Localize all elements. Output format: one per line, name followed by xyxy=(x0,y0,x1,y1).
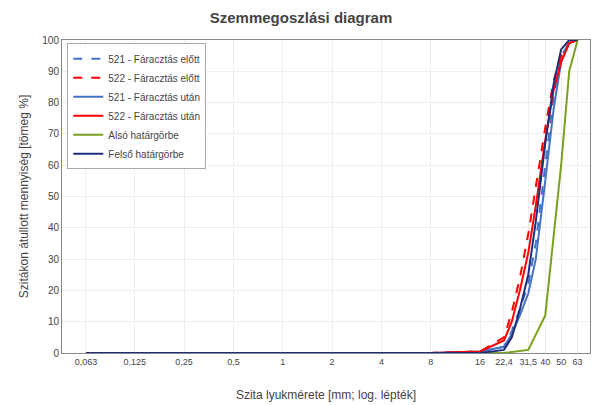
svg-text:Szitákon átullott mennyiség [t: Szitákon átullott mennyiség [tömeg %] xyxy=(17,95,31,298)
svg-text:50: 50 xyxy=(48,191,60,202)
svg-text:0,25: 0,25 xyxy=(175,357,193,367)
svg-text:31,5: 31,5 xyxy=(519,357,537,367)
svg-text:2: 2 xyxy=(330,357,335,367)
svg-text:1: 1 xyxy=(280,357,285,367)
svg-text:522 - Fárасztás előtt: 522 - Fárасztás előtt xyxy=(108,73,199,84)
svg-text:22,4: 22,4 xyxy=(495,357,513,367)
svg-text:521 - Fárасztás után: 521 - Fárасztás után xyxy=(108,92,200,103)
svg-text:70: 70 xyxy=(48,128,60,139)
svg-text:4: 4 xyxy=(379,357,384,367)
svg-text:40: 40 xyxy=(48,222,60,233)
svg-text:16: 16 xyxy=(475,357,485,367)
svg-text:63: 63 xyxy=(573,357,583,367)
svg-text:Felső határgörbe: Felső határgörbe xyxy=(108,149,184,160)
svg-text:Szita lyukmérete [mm; log. lép: Szita lyukmérete [mm; log. lépték] xyxy=(236,388,416,402)
svg-text:0,125: 0,125 xyxy=(123,357,146,367)
svg-text:50: 50 xyxy=(556,357,566,367)
svg-text:521 - Fárасztás előtt: 521 - Fárасztás előtt xyxy=(108,54,199,65)
svg-text:60: 60 xyxy=(48,160,60,171)
svg-text:0,5: 0,5 xyxy=(227,357,240,367)
svg-text:100: 100 xyxy=(42,35,59,46)
svg-text:Alsó határgörbe: Alsó határgörbe xyxy=(108,130,179,141)
svg-text:20: 20 xyxy=(48,285,60,296)
svg-text:30: 30 xyxy=(48,254,60,265)
svg-text:522 - Fárасztás után: 522 - Fárасztás után xyxy=(108,111,200,122)
svg-text:90: 90 xyxy=(48,66,60,77)
svg-text:Szemmegoszlási diagram: Szemmegoszlási diagram xyxy=(210,9,393,26)
svg-text:0: 0 xyxy=(53,348,59,359)
svg-text:40: 40 xyxy=(540,357,550,367)
svg-text:0,063: 0,063 xyxy=(75,357,98,367)
svg-text:10: 10 xyxy=(48,316,60,327)
svg-text:80: 80 xyxy=(48,97,60,108)
svg-text:8: 8 xyxy=(428,357,433,367)
